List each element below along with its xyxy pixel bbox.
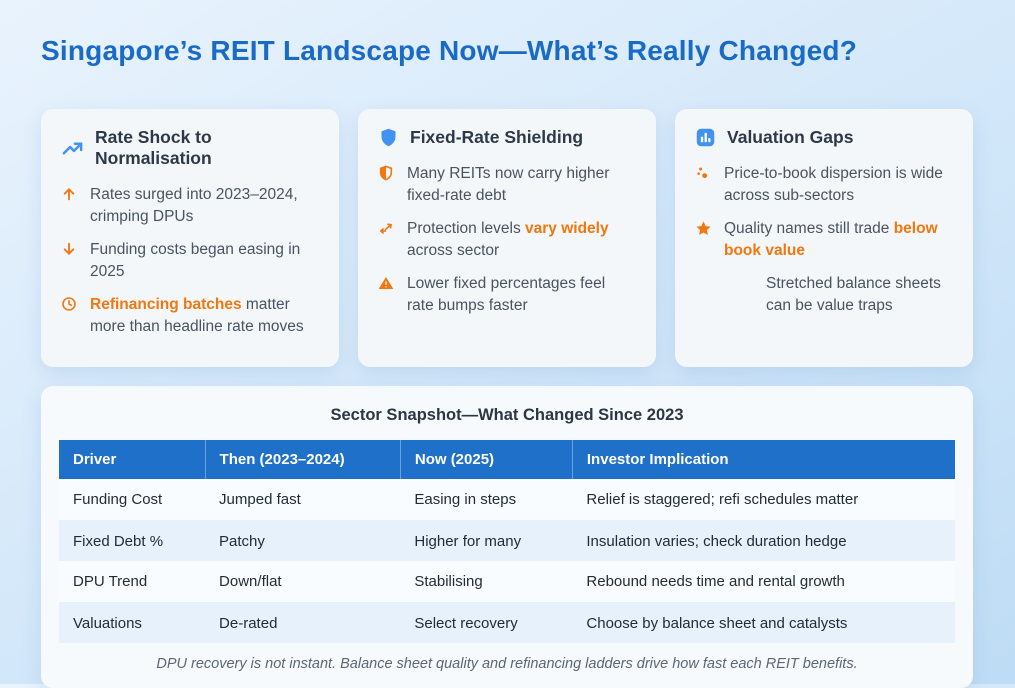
- page-title: Singapore’s REIT Landscape Now—What’s Re…: [41, 35, 857, 66]
- bullet-item: Rates surged into 2023–2024, crimping DP…: [61, 184, 319, 228]
- table-head: Driver Then (2023–2024) Now (2025) Investor…: [59, 440, 955, 480]
- bullet-text: Lower fixed percentages feel rate bumps …: [407, 275, 606, 315]
- shield-half-icon: [378, 163, 395, 207]
- diverge-arrows-icon: [378, 218, 395, 262]
- table-row: Valuations De-rated Select recovery Choose …: [59, 602, 955, 644]
- bar-chart-icon: [695, 127, 716, 148]
- bullet-text: Rates surged into 2023–2024, crimping DP…: [90, 186, 298, 226]
- bullet-text: Protection levels vary widely across sec…: [407, 220, 609, 260]
- sector-snapshot-card: Sector Snapshot—What Changed Since 2023 …: [41, 386, 973, 688]
- table-cell: Select recovery: [414, 614, 518, 632]
- table-cell: Stabilising: [414, 573, 483, 591]
- info-card-1: Rate Shock to Normalisation Rates surged …: [41, 109, 339, 368]
- arrow-up-icon: [61, 184, 78, 228]
- table-header-row: Driver Then (2023–2024) Now (2025) Investor…: [59, 440, 955, 480]
- shield-icon: [378, 127, 399, 148]
- bullet-text: Stretched balance sheets can be value tr…: [766, 275, 941, 315]
- table-cell: Fixed Debt %: [73, 532, 164, 550]
- table-cell: Choose by balance sheet and catalysts: [586, 614, 848, 632]
- info-card-3: Valuation Gaps Price-to-book dispersion i…: [675, 109, 973, 368]
- trend-up-icon: [61, 137, 84, 160]
- table-cell: Relief is staggered; refi schedules matt…: [586, 491, 859, 509]
- warning-icon: [378, 273, 395, 317]
- table-header-cell: Driver: [59, 440, 206, 480]
- table-row: Funding Cost Jumped fast Easing in steps Re…: [59, 479, 955, 521]
- table-cell: Rebound needs time and rental growth: [586, 573, 845, 591]
- table-header-cell: Now (2025): [400, 440, 573, 480]
- star-icon: [695, 218, 712, 262]
- table-cell: De-rated: [219, 614, 278, 632]
- sector-snapshot-table: Driver Then (2023–2024) Now (2025) Investor…: [59, 440, 955, 644]
- arrow-down-icon: [61, 239, 78, 283]
- cards-row: Rate Shock to Normalisation Rates surged …: [41, 109, 973, 368]
- bullet-text: Price-to-book dispersion is wide across …: [724, 165, 943, 205]
- card-header: Rate Shock to Normalisation: [61, 127, 319, 169]
- table-body: Funding Cost Jumped fast Easing in steps Re…: [59, 479, 955, 644]
- bullet-item: Protection levels vary widely across sec…: [378, 218, 636, 262]
- table-cell: DPU Trend: [73, 573, 148, 591]
- table-header-cell: Then (2023–2024): [205, 440, 401, 480]
- bullet-item: Refinancing batches matter more than hea…: [61, 294, 319, 338]
- table-cell: Valuations: [73, 614, 142, 632]
- bullet-item: Many REITs now carry higher fixed-rate d…: [378, 163, 636, 207]
- card-title: Rate Shock to Normalisation: [95, 127, 212, 169]
- bullet-text: Refinancing batches matter more than hea…: [90, 296, 304, 336]
- clock-icon: [61, 294, 78, 338]
- card-header: Valuation Gaps: [695, 127, 953, 148]
- table-cell: Insulation varies; check duration hedge: [586, 532, 847, 550]
- bullet-item: Quality names still trade below book val…: [695, 218, 953, 262]
- table-footnote: DPU recovery is not instant. Balance she…: [156, 656, 858, 673]
- bullet-item: Lower fixed percentages feel rate bumps …: [378, 273, 636, 317]
- bullet-text: Funding costs began easing in 2025: [90, 241, 301, 281]
- table-cell: Patchy: [219, 532, 265, 550]
- table-title: Sector Snapshot—What Changed Since 2023: [330, 406, 684, 425]
- bullet-text: Quality names still trade below book val…: [724, 220, 938, 260]
- card-title: Valuation Gaps: [727, 127, 854, 148]
- table-cell: Easing in steps: [414, 491, 517, 509]
- table-header-cell: Investor Implication: [572, 440, 955, 480]
- table-cell: Down/flat: [219, 573, 282, 591]
- scatter-dots-icon: [695, 163, 712, 207]
- card-title: Fixed-Rate Shielding: [410, 127, 584, 148]
- table-cell: Jumped fast: [219, 491, 301, 509]
- bullet-item: Stretched balance sheets can be value tr…: [737, 273, 953, 317]
- bullet-item: Price-to-book dispersion is wide across …: [695, 163, 953, 207]
- table-cell: Higher for many: [414, 532, 522, 550]
- table-row: Fixed Debt % Patchy Higher for many Insulat…: [59, 520, 955, 562]
- card-header: Fixed-Rate Shielding: [378, 127, 636, 148]
- bullet-item: Funding costs began easing in 2025: [61, 239, 319, 283]
- table-row: DPU Trend Down/flat Stabilising Rebound nee…: [59, 561, 955, 603]
- none: [737, 273, 754, 317]
- bullet-text: Many REITs now carry higher fixed-rate d…: [407, 165, 610, 205]
- info-card-2: Fixed-Rate Shielding Many REITs now carry…: [358, 109, 656, 368]
- table-cell: Funding Cost: [73, 491, 163, 509]
